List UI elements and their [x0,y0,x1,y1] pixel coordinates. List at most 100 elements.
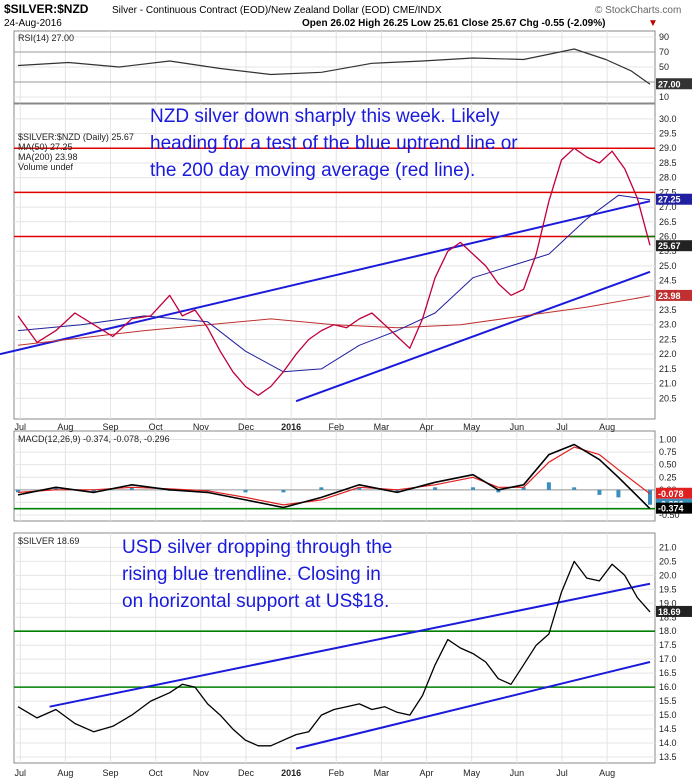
macd-histogram-bar [395,489,400,493]
x-tick-usd: Jul [556,768,568,778]
nzd-y-tick: 20.5 [659,393,677,403]
usd-note-line-1: USD silver dropping through the [122,537,392,558]
usd-y-tick: 19.0 [659,598,677,608]
macd-signal-line [17,446,651,506]
macd-histogram-bar [597,489,602,495]
nzd-note-line-3: the 200 day moving average (red line). [150,160,475,181]
nzd-y-tick: 22.5 [659,334,677,344]
label-layer: Jul Jul Aug Aug Sep Sep Oct Oct Nov Nov Dec Dec 2016… [14,32,692,778]
usd-y-tick: 16.0 [659,682,677,692]
macd-histogram-bar [91,489,96,493]
x-tick-usd: Feb [328,768,344,778]
nzd-trendline [295,270,651,403]
nzd-close-value-box [656,240,692,252]
x-tick-nzd: Aug [599,422,615,432]
nzd-y-tick: 21.5 [659,364,677,374]
usd-y-tick: 21.0 [659,542,677,552]
usd-y-tick: 20.0 [659,570,677,580]
usd-note-line-3: on horizontal support at US$18. [122,591,389,612]
nzd-ma50-value-label: 27.25 [658,195,681,205]
usd-y-tick: 19.5 [659,584,677,594]
macd-y-tick: 1.00 [659,435,677,445]
macd-histogram-bar [616,489,621,498]
x-tick-usd: Mar [374,768,390,778]
x-tick-usd: Apr [420,768,434,778]
x-tick-usd: May [463,768,481,778]
usd-note-line-2: rising blue trendline. Closing in [122,564,381,585]
macd-histogram-bar [243,489,248,493]
nzd-legend-ma50: MA(50) 27.25 [18,142,73,152]
x-tick-nzd: Jun [510,422,525,432]
rsi-value-box [656,78,692,90]
usd-y-tick: 15.5 [659,696,677,706]
down-marker: ▼ [648,18,658,29]
nzd-y-tick: 28.0 [659,173,677,183]
x-tick-nzd: Aug [57,422,73,432]
nzd-ma200-line [17,295,651,346]
x-tick-usd: Sep [103,768,119,778]
x-tick-nzd: Oct [149,422,164,432]
macd-y-tick: 0.50 [659,460,677,470]
nzd-y-tick: 23.5 [659,305,677,315]
chart-description: Silver - Continuous Contract (EOD)/New Z… [112,5,442,16]
nzd-y-tick: 25.0 [659,261,677,271]
macd-main-value-label: -0.374 [658,504,684,514]
nzd-ma50-line [17,194,651,373]
x-tick-usd: Jun [510,768,525,778]
nzd-y-tick: 27.0 [659,202,677,212]
macd-histogram-bar [319,487,324,490]
usd-close-value-label: 18.69 [658,607,681,617]
x-tick-usd: Dec [238,768,255,778]
nzd-legend-price: $SILVER:$NZD (Daily) 25.67 [18,132,134,142]
macd-histogram-bar [648,489,652,505]
macd-histogram-bar [572,487,577,490]
x-tick-nzd: Jul [556,422,568,432]
usd-y-tick: 20.5 [659,556,677,566]
x-tick-nzd: Apr [420,422,434,432]
usd-y-tick: 16.5 [659,668,677,678]
macd-histogram-bar [53,487,58,490]
usd-y-tick: 18.5 [659,612,677,622]
macd-histogram-bar [129,487,134,490]
x-tick-usd: Jul [14,768,26,778]
nzd-trendline [0,200,651,356]
series-layer [0,48,655,750]
macd-y-tick: 0.75 [659,447,677,457]
nzd-legend-volume: Volume undef [18,162,74,172]
rsi-y-tick: 50 [659,62,669,72]
macd-histogram-bar [496,489,501,493]
nzd-y-tick: 24.5 [659,276,677,286]
macd-histogram-bar [16,489,20,493]
nzd-y-tick: 26.0 [659,231,677,241]
nzd-note-line-2: heading for a test of the blue uptrend l… [150,133,518,154]
macd-y-tick: 0.25 [659,472,677,482]
usd-y-tick: 17.0 [659,654,677,664]
macd-signal-value-box [656,487,692,499]
nzd-legend-ma200: MA(200) 23.98 [18,152,78,162]
nzd-ma200-value-label: 23.98 [658,291,681,301]
usd-y-tick: 17.5 [659,640,677,650]
rsi-line [17,48,651,85]
x-tick-nzd: Nov [193,422,210,432]
macd-histogram-bar [546,482,551,490]
usd-legend: $SILVER 18.69 [18,536,79,546]
x-tick-usd: Oct [149,768,164,778]
x-tick-usd: Aug [599,768,615,778]
nzd-y-tick: 23.0 [659,320,677,330]
chart-symbol: $SILVER:$NZD [4,2,89,16]
chart-date: 24-Aug-2016 [4,18,62,29]
macd-histogram-bar [433,487,438,490]
macd-legend: MACD(12,26,9) -0.374, -0.078, -0.296 [18,434,170,444]
macd-line [17,443,651,510]
nzd-y-tick: 22.0 [659,349,677,359]
nzd-y-tick: 28.5 [659,158,677,168]
nzd-price-line [17,147,651,396]
x-tick-usd: Aug [57,768,73,778]
nzd-y-tick: 29.0 [659,143,677,153]
x-tick-usd: 2016 [281,768,301,778]
macd-histogram-bar [471,487,476,490]
nzd-y-tick: 27.5 [659,187,677,197]
nzd-note-line-1: NZD silver down sharply this week. Likel… [150,106,500,127]
rsi-y-tick: 90 [659,32,669,42]
